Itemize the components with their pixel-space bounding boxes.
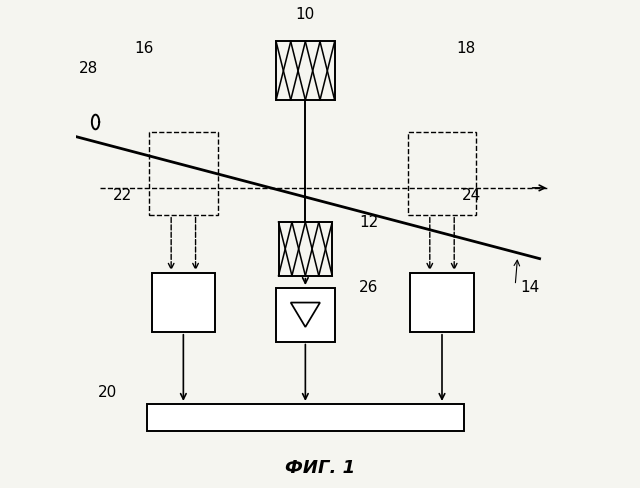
Bar xyxy=(410,273,474,332)
Bar xyxy=(278,222,332,276)
Bar xyxy=(152,273,215,332)
Text: 12: 12 xyxy=(359,215,378,229)
Text: 10: 10 xyxy=(296,7,315,22)
Text: 28: 28 xyxy=(79,61,98,76)
Bar xyxy=(408,132,476,215)
Text: 20: 20 xyxy=(98,386,117,400)
Bar xyxy=(276,41,335,100)
Text: 16: 16 xyxy=(134,41,154,56)
Bar xyxy=(276,288,335,342)
Text: ФИГ. 1: ФИГ. 1 xyxy=(285,460,355,477)
Bar xyxy=(147,404,464,431)
Text: 26: 26 xyxy=(359,281,378,295)
Text: 22: 22 xyxy=(113,188,132,203)
Bar xyxy=(149,132,218,215)
Text: 24: 24 xyxy=(461,188,481,203)
Text: 14: 14 xyxy=(520,281,540,295)
Text: 18: 18 xyxy=(457,41,476,56)
